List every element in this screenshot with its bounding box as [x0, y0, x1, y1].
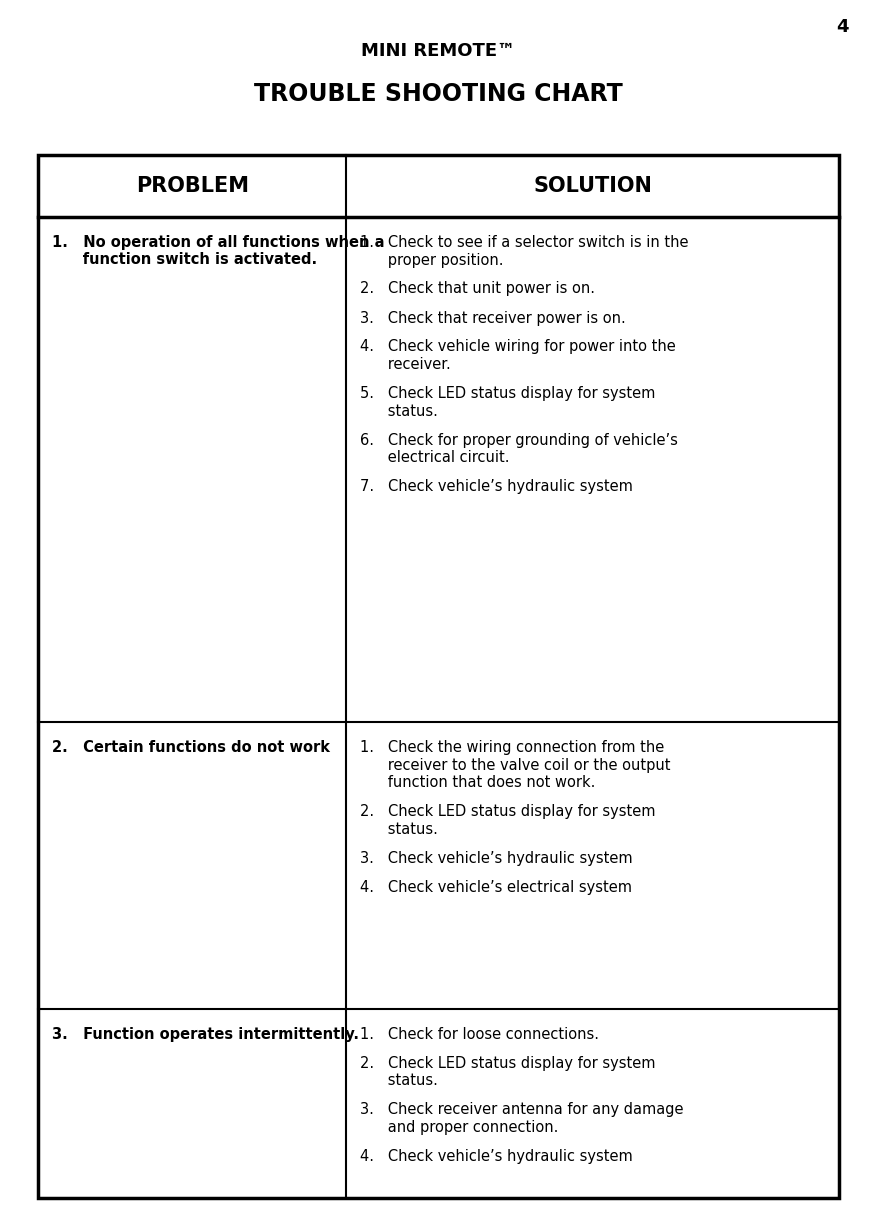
- Text: 2.   Check LED status display for system: 2. Check LED status display for system: [360, 804, 656, 819]
- Text: receiver.: receiver.: [360, 357, 451, 372]
- Text: proper position.: proper position.: [360, 252, 504, 268]
- Text: 2.   Certain functions do not work: 2. Certain functions do not work: [52, 740, 330, 756]
- Text: 6.   Check for proper grounding of vehicle’s: 6. Check for proper grounding of vehicle…: [360, 433, 678, 448]
- Text: 3.   Check vehicle’s hydraulic system: 3. Check vehicle’s hydraulic system: [360, 850, 633, 866]
- Text: 1.   No operation of all functions when a: 1. No operation of all functions when a: [52, 235, 384, 250]
- Text: 4.   Check vehicle’s electrical system: 4. Check vehicle’s electrical system: [360, 879, 632, 895]
- Text: 3.   Check receiver antenna for any damage: 3. Check receiver antenna for any damage: [360, 1103, 684, 1117]
- Text: 5.   Check LED status display for system: 5. Check LED status display for system: [360, 386, 656, 402]
- Text: status.: status.: [360, 404, 438, 418]
- Text: 2.   Check that unit power is on.: 2. Check that unit power is on.: [360, 281, 595, 296]
- Text: receiver to the valve coil or the output: receiver to the valve coil or the output: [360, 758, 671, 773]
- Text: 1.   Check for loose connections.: 1. Check for loose connections.: [360, 1026, 599, 1042]
- Text: TROUBLE SHOOTING CHART: TROUBLE SHOOTING CHART: [254, 82, 623, 106]
- Text: status.: status.: [360, 821, 438, 837]
- Text: PROBLEM: PROBLEM: [136, 176, 249, 197]
- Text: MINI REMOTE™: MINI REMOTE™: [361, 42, 516, 59]
- Text: 4.   Check vehicle’s hydraulic system: 4. Check vehicle’s hydraulic system: [360, 1149, 633, 1163]
- Text: 1.   Check the wiring connection from the: 1. Check the wiring connection from the: [360, 740, 665, 756]
- Text: SOLUTION: SOLUTION: [533, 176, 652, 197]
- Text: electrical circuit.: electrical circuit.: [360, 450, 510, 465]
- Text: 4.   Check vehicle wiring for power into the: 4. Check vehicle wiring for power into t…: [360, 340, 676, 354]
- Text: 3.   Check that receiver power is on.: 3. Check that receiver power is on.: [360, 311, 626, 325]
- Text: and proper connection.: and proper connection.: [360, 1120, 559, 1134]
- Text: function that does not work.: function that does not work.: [360, 775, 595, 790]
- Text: 3.   Function operates intermittently.: 3. Function operates intermittently.: [52, 1026, 359, 1042]
- Text: 7.   Check vehicle’s hydraulic system: 7. Check vehicle’s hydraulic system: [360, 479, 633, 494]
- Text: function switch is activated.: function switch is activated.: [52, 252, 317, 268]
- Text: 1.   Check to see if a selector switch is in the: 1. Check to see if a selector switch is …: [360, 235, 689, 250]
- Text: status.: status.: [360, 1074, 438, 1088]
- Bar: [38, 155, 839, 1198]
- Text: 2.   Check LED status display for system: 2. Check LED status display for system: [360, 1055, 656, 1071]
- Text: 4: 4: [837, 18, 849, 36]
